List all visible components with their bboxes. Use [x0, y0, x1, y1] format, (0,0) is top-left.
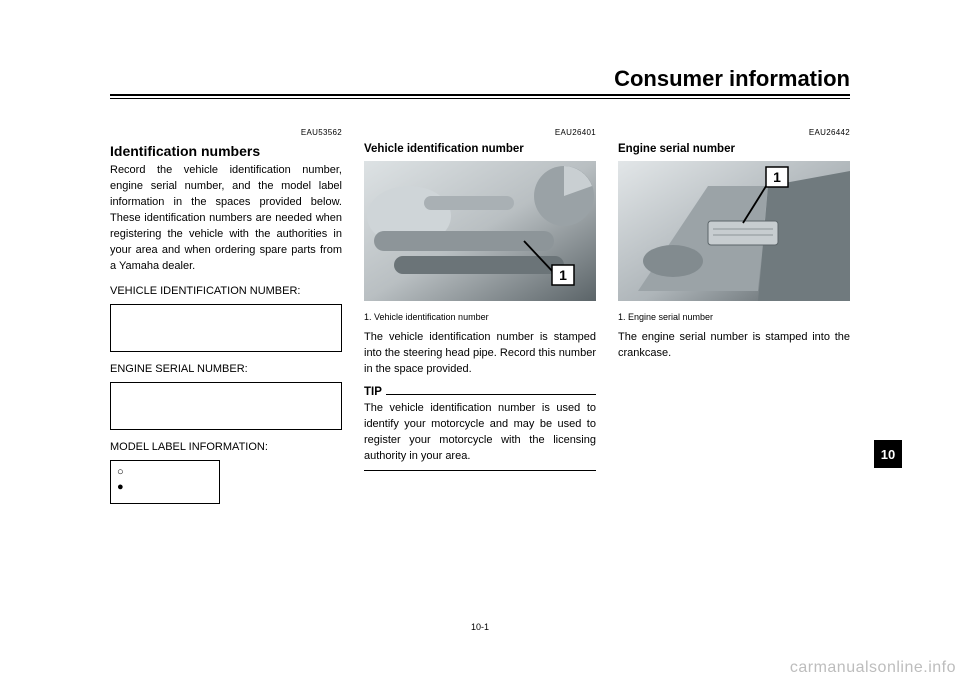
header: Consumer information	[110, 70, 850, 99]
vin-figure: 1	[364, 161, 596, 301]
ref-code: EAU26401	[364, 127, 596, 139]
page-number: 10-1	[471, 622, 489, 632]
ref-code: EAU53562	[110, 127, 342, 139]
vin-fill-box	[110, 304, 342, 352]
model-fill-box: ○ ●	[110, 460, 220, 504]
callout-number: 1	[773, 169, 781, 185]
vin-label: VEHICLE IDENTIFICATION NUMBER:	[110, 284, 342, 300]
header-rule-thin	[110, 98, 850, 99]
figure-caption: 1. Vehicle identification number	[364, 311, 596, 324]
tip-rule	[386, 394, 596, 395]
tip-header: TIP	[364, 384, 596, 401]
esn-figure: 1	[618, 161, 850, 301]
column-3: EAU26442 Engine serial number	[618, 127, 850, 504]
circle-empty-icon: ○	[117, 466, 124, 478]
column-2: EAU26401 Vehicle identification number	[364, 127, 596, 504]
column-1: EAU53562 Identification numbers Record t…	[110, 127, 342, 504]
figure-caption: 1. Engine serial number	[618, 311, 850, 324]
tip-label: TIP	[364, 384, 382, 401]
section-heading: Identification numbers	[110, 141, 342, 161]
header-rule-thick	[110, 94, 850, 96]
watermark: carmanualsonline.info	[790, 659, 956, 677]
tip-body: The vehicle identification number is use…	[364, 401, 596, 465]
callout-number: 1	[559, 267, 567, 283]
esn-fill-box	[110, 382, 342, 430]
chapter-tab: 10	[874, 440, 902, 468]
circle-filled-icon: ●	[117, 481, 124, 493]
section-heading: Engine serial number	[618, 141, 850, 158]
esn-label: ENGINE SERIAL NUMBER:	[110, 362, 342, 378]
model-label: MODEL LABEL INFORMATION:	[110, 440, 342, 456]
tip-end-rule	[364, 470, 596, 471]
section-heading: Vehicle identification number	[364, 141, 596, 158]
body-text: The vehicle identification number is sta…	[364, 330, 596, 378]
body-text: The engine serial number is stamped into…	[618, 330, 850, 362]
page-title: Consumer information	[610, 66, 850, 92]
content-columns: EAU53562 Identification numbers Record t…	[110, 127, 850, 504]
manual-page: Consumer information EAU53562 Identifica…	[110, 70, 850, 630]
ref-code: EAU26442	[618, 127, 850, 139]
body-text: Record the vehicle identification number…	[110, 163, 342, 275]
